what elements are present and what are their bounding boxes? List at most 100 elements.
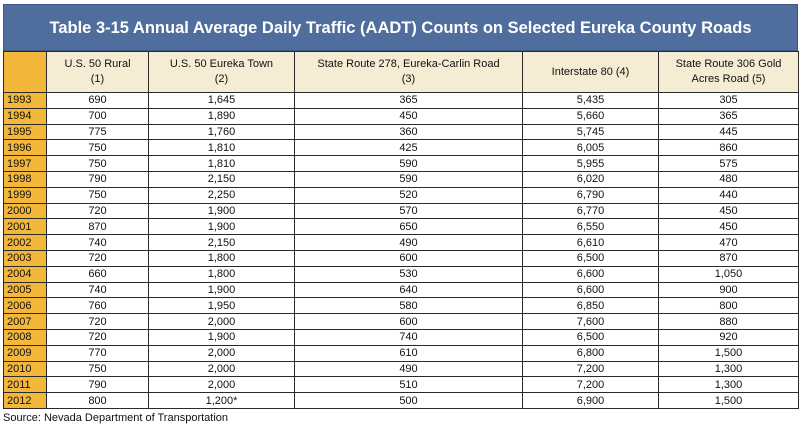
year-cell: 1997 — [3, 155, 47, 172]
column-header: State Route 278, Eureka-Carlin Road (3) — [294, 51, 523, 93]
value-cell: 6,900 — [522, 392, 659, 409]
value-cell: 590 — [294, 170, 523, 188]
value-cell: 740 — [294, 328, 523, 346]
table-row: 2004 660 1,800 530 6,600 1,050 — [3, 265, 799, 283]
value-cell: 900 — [658, 281, 799, 299]
value-cell: 1,890 — [148, 107, 295, 125]
value-cell: 1,200* — [148, 392, 295, 409]
table-row: 2005 740 1,900 640 6,600 900 — [3, 281, 799, 299]
value-cell: 2,250 — [148, 186, 295, 204]
value-cell: 5,955 — [522, 155, 659, 172]
year-cell: 2008 — [3, 328, 47, 346]
value-cell: 2,150 — [148, 234, 295, 251]
year-cell: 2006 — [3, 297, 47, 315]
year-cell: 2000 — [3, 202, 47, 220]
year-cell: 2010 — [3, 360, 47, 378]
year-cell: 1996 — [3, 139, 47, 157]
value-cell: 530 — [294, 265, 523, 283]
table-row: 2000 720 1,900 570 6,770 450 — [3, 202, 799, 220]
value-cell: 1,800 — [148, 265, 295, 283]
table-row: 2011 790 2,000 510 7,200 1,300 — [3, 376, 799, 394]
table-body: 1993 690 1,645 365 5,435 305 1994 700 1,890 450 5,… — [3, 92, 799, 409]
value-cell: 7,200 — [522, 360, 659, 378]
value-cell: 7,200 — [522, 376, 659, 394]
value-cell: 2,000 — [148, 360, 295, 378]
value-cell: 570 — [294, 202, 523, 220]
table-row: 1997 750 1,810 590 5,955 575 — [3, 155, 799, 172]
aadt-table-container: Table 3-15 Annual Average Daily Traffic … — [3, 4, 799, 409]
value-cell: 1,300 — [658, 376, 799, 394]
value-cell: 6,790 — [522, 186, 659, 204]
value-cell: 880 — [658, 313, 799, 330]
value-cell: 6,550 — [522, 218, 659, 236]
value-cell: 650 — [294, 218, 523, 236]
value-cell: 470 — [658, 234, 799, 251]
value-cell: 6,850 — [522, 297, 659, 315]
value-cell: 1,950 — [148, 297, 295, 315]
value-cell: 1,810 — [148, 139, 295, 157]
value-cell: 700 — [46, 107, 149, 125]
value-cell: 920 — [658, 328, 799, 346]
value-cell: 790 — [46, 170, 149, 188]
value-cell: 365 — [658, 107, 799, 125]
table-title: Table 3-15 Annual Average Daily Traffic … — [3, 4, 798, 51]
value-cell: 450 — [658, 218, 799, 236]
value-cell: 1,800 — [148, 249, 295, 267]
table-row: 2003 720 1,800 600 6,500 870 — [3, 249, 799, 267]
value-cell: 750 — [46, 360, 149, 378]
value-cell: 1,900 — [148, 202, 295, 220]
table-row: 1994 700 1,890 450 5,660 365 — [3, 107, 799, 125]
value-cell: 365 — [294, 92, 523, 109]
value-cell: 660 — [46, 265, 149, 283]
value-cell: 6,610 — [522, 234, 659, 251]
value-cell: 720 — [46, 313, 149, 330]
year-cell: 2007 — [3, 313, 47, 330]
column-header: U.S. 50 Rural (1) — [46, 51, 149, 93]
value-cell: 580 — [294, 297, 523, 315]
value-cell: 1,300 — [658, 360, 799, 378]
value-cell: 1,645 — [148, 92, 295, 109]
value-cell: 860 — [658, 139, 799, 157]
year-cell: 1993 — [3, 92, 47, 109]
table-row: 2001 870 1,900 650 6,550 450 — [3, 218, 799, 236]
value-cell: 480 — [658, 170, 799, 188]
value-cell: 6,770 — [522, 202, 659, 220]
value-cell: 775 — [46, 123, 149, 141]
year-cell: 1994 — [3, 107, 47, 125]
column-header: Interstate 80 (4) — [522, 51, 659, 93]
value-cell: 6,020 — [522, 170, 659, 188]
value-cell: 750 — [46, 186, 149, 204]
table-row: 2002 740 2,150 490 6,610 470 — [3, 234, 799, 251]
value-cell: 590 — [294, 155, 523, 172]
value-cell: 640 — [294, 281, 523, 299]
value-cell: 870 — [46, 218, 149, 236]
value-cell: 440 — [658, 186, 799, 204]
value-cell: 450 — [658, 202, 799, 220]
value-cell: 360 — [294, 123, 523, 141]
value-cell: 7,600 — [522, 313, 659, 330]
value-cell: 750 — [46, 155, 149, 172]
value-cell: 1,500 — [658, 392, 799, 409]
year-cell: 2004 — [3, 265, 47, 283]
value-cell: 1,900 — [148, 281, 295, 299]
value-cell: 870 — [658, 249, 799, 267]
year-cell: 2001 — [3, 218, 47, 236]
value-cell: 6,600 — [522, 265, 659, 283]
year-cell: 2002 — [3, 234, 47, 251]
value-cell: 6,800 — [522, 344, 659, 362]
value-cell: 6,600 — [522, 281, 659, 299]
value-cell: 790 — [46, 376, 149, 394]
aadt-table: U.S. 50 Rural (1) U.S. 50 Eureka Town (2) … — [3, 51, 799, 409]
value-cell: 500 — [294, 392, 523, 409]
value-cell: 6,500 — [522, 328, 659, 346]
value-cell: 760 — [46, 297, 149, 315]
value-cell: 510 — [294, 376, 523, 394]
value-cell: 1,050 — [658, 265, 799, 283]
value-cell: 1,760 — [148, 123, 295, 141]
table-row: 1998 790 2,150 590 6,020 480 — [3, 170, 799, 188]
value-cell: 600 — [294, 249, 523, 267]
table-row: 1999 750 2,250 520 6,790 440 — [3, 186, 799, 204]
value-cell: 2,000 — [148, 344, 295, 362]
table-row: 2006 760 1,950 580 6,850 800 — [3, 297, 799, 315]
value-cell: 800 — [46, 392, 149, 409]
